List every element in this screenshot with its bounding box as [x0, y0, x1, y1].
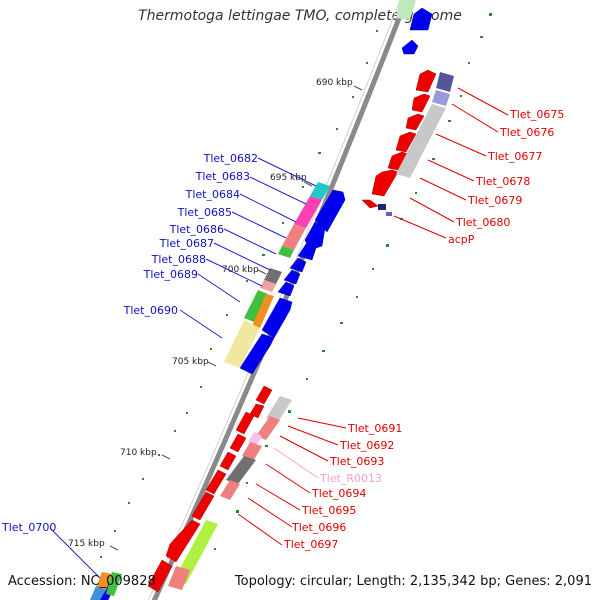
gene-reverse[interactable]	[249, 403, 265, 419]
marker	[378, 204, 386, 210]
cog-bar	[396, 0, 416, 20]
cog-bar	[96, 572, 112, 590]
reverse-genes	[147, 69, 437, 593]
cog-bar	[260, 280, 276, 292]
kbp-labels: 690 kbp 695 kbp 700 kbp 705 kbp 710 kbp …	[68, 78, 353, 549]
gene-forward[interactable]	[314, 189, 346, 233]
inner-tick-track	[100, 30, 378, 558]
map-title: Thermotoga lettingae TMO, complete genom…	[138, 8, 462, 24]
gene-forward[interactable]	[239, 333, 275, 375]
label-Tlet_0684[interactable]: Tlet_0684	[185, 188, 240, 201]
genome-summary-text: Topology: circular; Length: 2,135,342 bp…	[234, 574, 592, 589]
label-Tlet_0682[interactable]: Tlet_0682	[203, 152, 258, 165]
label-Tlet_0679[interactable]: Tlet_0679	[467, 194, 522, 207]
label-Tlet_0680[interactable]: Tlet_0680	[455, 216, 510, 229]
cog-bar	[432, 90, 450, 106]
label-Tlet_0685[interactable]: Tlet_0685	[177, 206, 232, 219]
cog-bar	[252, 294, 274, 328]
right-labels: Tlet_0675 Tlet_0676 Tlet_0677 Tlet_0678 …	[283, 108, 564, 551]
right-leaders	[237, 87, 509, 546]
label-Tlet_0700[interactable]: Tlet_0700	[1, 521, 56, 534]
gene-forward[interactable]	[283, 269, 301, 285]
gene-reverse[interactable]	[219, 451, 237, 471]
label-Tlet_0697[interactable]: Tlet_0697	[283, 538, 338, 551]
cog-bar	[168, 566, 190, 590]
gene-reverse[interactable]	[405, 113, 425, 131]
cog-bars	[90, 0, 454, 600]
kbp-label-710: 710 kbp	[120, 448, 157, 458]
cog-bar	[90, 586, 106, 600]
label-Tlet_0675[interactable]: Tlet_0675	[509, 108, 564, 121]
label-Tlet_0677[interactable]: Tlet_0677	[487, 150, 542, 163]
gene-reverse[interactable]	[371, 169, 399, 197]
label-Tlet_0696[interactable]: Tlet_0696	[291, 521, 346, 534]
label-Tlet_0683[interactable]: Tlet_0683	[195, 170, 250, 183]
label-Tlet_0676[interactable]: Tlet_0676	[499, 126, 554, 139]
kbp-ticks	[109, 85, 363, 551]
marker	[386, 212, 392, 216]
gene-reverse[interactable]	[255, 385, 273, 405]
cog-bar	[436, 72, 454, 92]
cog-bar	[106, 572, 122, 596]
label-Tlet_0695[interactable]: Tlet_0695	[301, 504, 356, 517]
label-Tlet_0688[interactable]: Tlet_0688	[151, 253, 206, 266]
label-Tlet_0690[interactable]: Tlet_0690	[123, 304, 178, 317]
label-Tlet_0694[interactable]: Tlet_0694	[311, 487, 366, 500]
cog-bar	[278, 246, 294, 258]
cog-bar	[256, 416, 280, 440]
gene-reverse[interactable]	[229, 433, 247, 453]
gene-reverse[interactable]	[415, 69, 437, 93]
gene-forward[interactable]	[289, 257, 307, 273]
cog-bar	[310, 182, 330, 200]
gene-forward[interactable]	[409, 7, 433, 31]
genome-backbone-highlight	[147, 0, 401, 600]
cog-bar	[294, 196, 322, 228]
kbp-label-690: 690 kbp	[316, 78, 353, 88]
gene-reverse[interactable]	[361, 199, 379, 209]
cog-bar	[226, 456, 256, 484]
gene-reverse[interactable]	[205, 469, 227, 495]
cog-bar	[220, 480, 240, 500]
label-Tlet_R0013[interactable]: Tlet_R0013	[319, 472, 382, 485]
label-Tlet_0687[interactable]: Tlet_0687	[159, 237, 214, 250]
label-Tlet_0678[interactable]: Tlet_0678	[475, 175, 530, 188]
gene-reverse[interactable]	[395, 131, 417, 153]
cog-bar	[396, 104, 446, 178]
cog-bar	[174, 520, 218, 584]
gene-reverse[interactable]	[411, 93, 431, 113]
kbp-label-705: 705 kbp	[172, 357, 209, 367]
label-acpP[interactable]: acpP	[448, 233, 475, 246]
kbp-label-695: 695 kbp	[270, 173, 307, 183]
cog-bar	[244, 290, 268, 322]
gene-forward[interactable]	[277, 281, 295, 297]
gene-reverse[interactable]	[191, 491, 215, 521]
gene-forward[interactable]	[261, 297, 293, 339]
gene-reverse[interactable]	[235, 411, 255, 435]
kbp-label-715: 715 kbp	[68, 539, 105, 549]
outer-tick-track	[214, 13, 492, 550]
label-Tlet_0689[interactable]: Tlet_0689	[143, 268, 198, 281]
label-Tlet_0693[interactable]: Tlet_0693	[329, 455, 384, 468]
cog-bar	[282, 224, 306, 250]
left-leaders	[49, 157, 317, 579]
gene-reverse[interactable]	[165, 519, 201, 563]
left-labels: Tlet_0682 Tlet_0683 Tlet_0684 Tlet_0685 …	[1, 152, 258, 534]
small-markers	[378, 204, 392, 216]
gene-reverse[interactable]	[147, 559, 173, 593]
label-Tlet_0691[interactable]: Tlet_0691	[347, 422, 402, 435]
gene-forward[interactable]	[401, 39, 419, 55]
cog-bar	[264, 268, 282, 284]
accession-text: Accession: NC_009828	[8, 574, 156, 589]
cog-bar	[266, 396, 292, 422]
gene-forward[interactable]	[297, 243, 317, 261]
cog-bar	[224, 320, 260, 368]
cog-bar	[242, 442, 262, 460]
label-Tlet_0692[interactable]: Tlet_0692	[339, 439, 394, 452]
label-Tlet_0686[interactable]: Tlet_0686	[169, 223, 224, 236]
kbp-label-700: 700 kbp	[222, 265, 259, 275]
